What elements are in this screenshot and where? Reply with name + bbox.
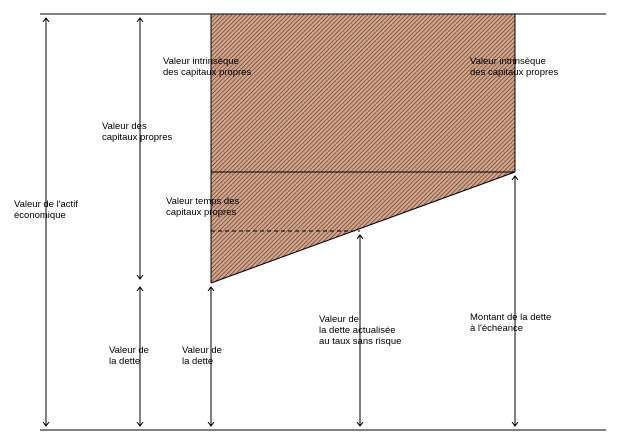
debt-value-label-left: Valeur de la dette <box>109 345 149 367</box>
debt-value-line <box>210 171 516 284</box>
equity-value-label: Valeur des capitaux propres <box>102 121 173 143</box>
debt-face-value-label: Montant de la dette à l'échéance <box>470 312 552 334</box>
intrinsic-value-area <box>211 14 515 172</box>
riskfree-debt-label: Valeur de la dette actualisée au taux sans… <box>319 314 402 347</box>
intrinsic-value-label-right: Valeur intrinsèque des capitaux propres <box>470 56 559 78</box>
asset-value-label: Valeur de l'actif économique <box>14 199 78 221</box>
intrinsic-value-label-left: Valeur intrinsèque des capitaux propres <box>163 56 252 78</box>
debt-value-label-mid: Valeur de la dette <box>182 345 222 367</box>
time-value-label: Valeur temps des capitaux propres <box>166 196 240 218</box>
